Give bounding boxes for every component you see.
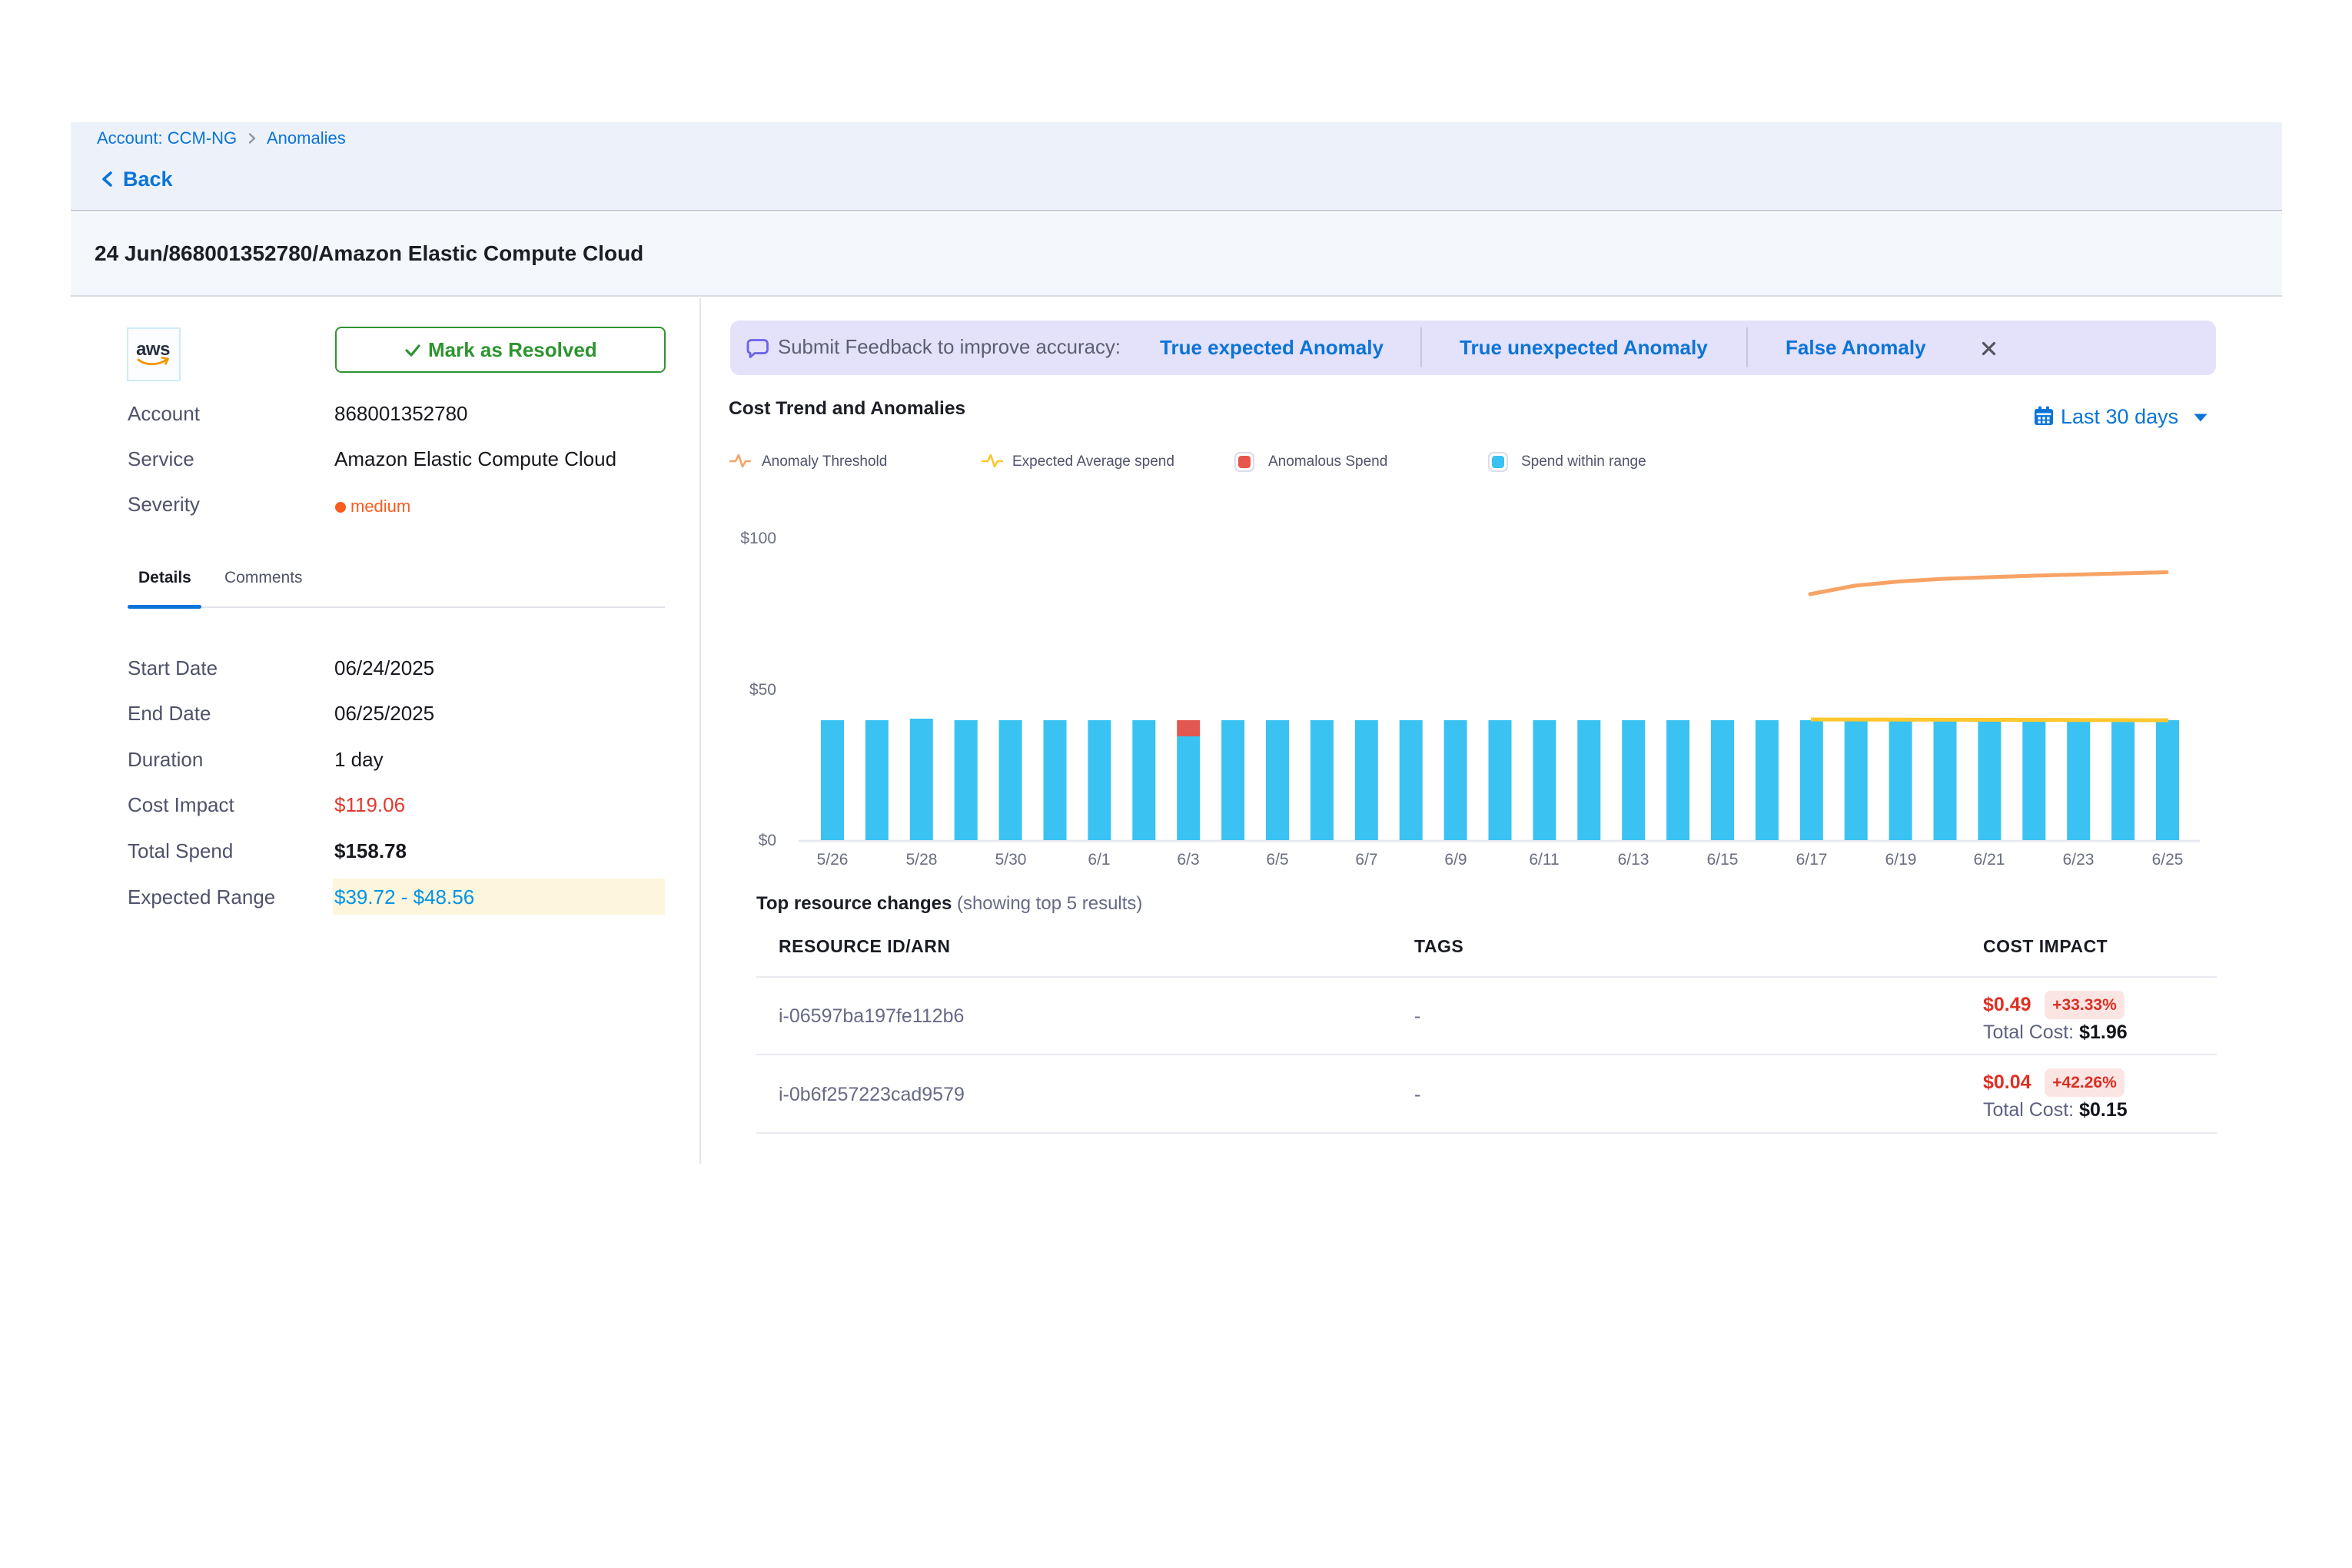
svg-text:6/9: 6/9: [1444, 851, 1467, 869]
svg-text:6/21: 6/21: [1974, 851, 2005, 869]
svg-text:6/17: 6/17: [1796, 851, 1828, 869]
svg-text:6/15: 6/15: [1707, 851, 1739, 869]
svg-text:6/7: 6/7: [1355, 851, 1377, 869]
svg-text:6/13: 6/13: [1618, 851, 1649, 869]
svg-text:6/25: 6/25: [2152, 851, 2184, 869]
svg-text:aws: aws: [136, 339, 170, 360]
svg-text:6/1: 6/1: [1088, 851, 1110, 869]
svg-text:6/23: 6/23: [2063, 851, 2095, 869]
svg-text:5/30: 5/30: [995, 851, 1027, 869]
svg-text:$50: $50: [749, 681, 776, 699]
svg-text:6/3: 6/3: [1177, 851, 1199, 869]
svg-text:5/26: 5/26: [817, 851, 849, 869]
svg-text:6/5: 6/5: [1266, 851, 1288, 869]
svg-text:$0: $0: [759, 832, 776, 849]
svg-text:$100: $100: [740, 530, 776, 547]
svg-text:6/11: 6/11: [1529, 851, 1559, 869]
svg-text:5/28: 5/28: [906, 851, 938, 869]
svg-text:6/19: 6/19: [1885, 851, 1917, 869]
